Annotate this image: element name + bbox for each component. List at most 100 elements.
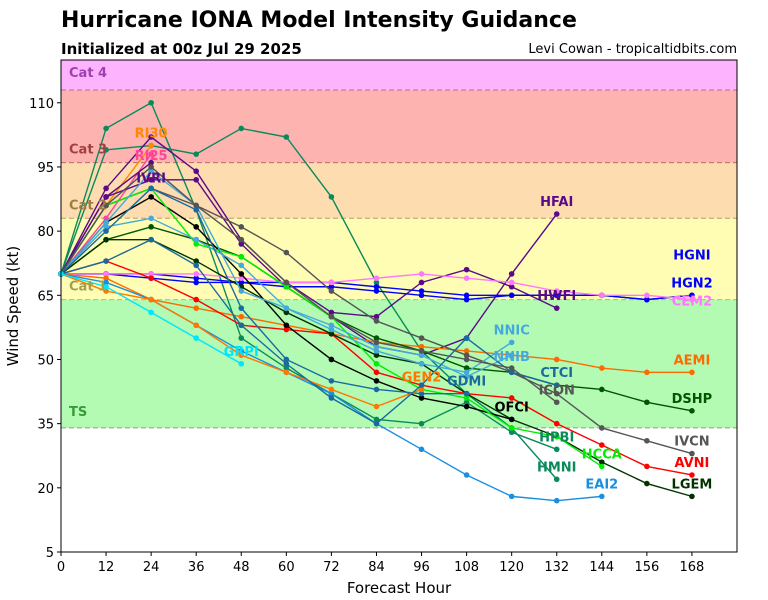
data-point-gen2	[283, 369, 290, 376]
series-label-aemi: AEMI	[674, 353, 711, 368]
plot-frame	[60, 59, 738, 553]
data-point-avni	[644, 463, 650, 470]
series-label-eai2: EAI2	[585, 477, 618, 492]
data-point-hwfi	[508, 283, 515, 290]
data-point-lgem	[283, 309, 290, 316]
data-point-avni	[508, 395, 515, 401]
data-point-nnib	[148, 168, 154, 175]
chart-title: Hurricane IONA Model Intensity Guidance	[61, 8, 577, 33]
data-point-gdmi	[103, 228, 109, 234]
series-label-avni: AVNI	[674, 456, 709, 471]
series-label-hfai: HFAI	[540, 195, 573, 210]
series-line-ctci	[60, 238, 557, 425]
data-point-dshp	[599, 386, 605, 393]
series-label-hgn2: HGN2	[671, 276, 712, 291]
data-point-nnic	[238, 262, 245, 269]
data-point-gdmi	[193, 206, 199, 213]
data-point-hgni	[508, 292, 515, 299]
series-label-gen2: GEN2	[402, 370, 441, 385]
data-point-cem2	[508, 279, 515, 286]
data-point-grpi	[193, 335, 199, 341]
x-tick-label: 144	[589, 560, 614, 575]
data-point-nnib	[373, 343, 380, 350]
data-point-ivcn	[689, 450, 695, 457]
data-point-hmni	[238, 125, 245, 132]
data-point-hfai	[238, 241, 245, 247]
data-point-aemi	[599, 365, 605, 371]
data-point-nnic	[463, 369, 470, 376]
data-point-cem2	[644, 292, 650, 299]
data-point-nnic	[508, 339, 515, 346]
data-point-dshp	[689, 408, 695, 414]
data-point-grpi	[148, 309, 154, 316]
data-point-hcca	[373, 360, 380, 367]
series-label-ivri: IVRI	[136, 172, 166, 187]
data-point-aemi	[418, 343, 425, 350]
data-point-grpi	[238, 360, 245, 367]
data-point-hfai	[553, 211, 560, 217]
data-point-icon	[508, 365, 515, 371]
data-point-hcca	[283, 283, 290, 290]
data-point-ctci	[148, 236, 154, 243]
data-point-gen2	[328, 386, 335, 393]
data-point-gdmi	[418, 390, 425, 397]
data-point-cem2	[148, 271, 154, 277]
band-label: Cat 2	[69, 198, 107, 213]
data-point-hmni	[373, 279, 380, 286]
data-point-ivcn	[553, 390, 560, 397]
series-label-cem2: CEM2	[672, 295, 712, 310]
data-point-icon	[283, 279, 290, 286]
data-point-ctci	[328, 395, 335, 401]
y-tick-label: 35	[37, 418, 54, 433]
y-tick-label: 50	[37, 353, 54, 368]
data-point-hpbi	[148, 99, 154, 106]
data-point-hpbi	[373, 416, 380, 423]
data-point-hmni	[328, 194, 335, 200]
series-label-grpi: GRPI	[224, 345, 259, 360]
x-tick-label: 84	[368, 560, 385, 575]
data-point-gen2	[193, 322, 199, 329]
data-point-gdmi	[373, 386, 380, 393]
data-point-gen2	[238, 352, 245, 359]
band-cat-1	[61, 218, 737, 300]
data-point-cem2	[103, 271, 109, 277]
x-tick-label: 132	[544, 560, 569, 575]
x-tick-label: 60	[278, 560, 295, 575]
data-point-ofci	[328, 356, 335, 363]
y-tick-label: 110	[29, 97, 54, 112]
data-point-avni	[553, 420, 560, 427]
data-point-eai2	[238, 348, 245, 354]
data-point-hmni	[553, 476, 560, 483]
data-point-nnic	[418, 360, 425, 367]
series-label-icon: ICON	[539, 383, 575, 398]
data-point-hmni	[283, 134, 290, 140]
data-point-icon	[373, 339, 380, 346]
band-label: Cat 1	[69, 280, 107, 295]
series-line-gdmi	[60, 187, 467, 395]
x-tick-label: 96	[413, 560, 430, 575]
series-label-hwfi: HWFI	[537, 289, 576, 304]
data-point-gdmi	[148, 185, 154, 192]
data-point-grpi	[103, 283, 109, 290]
data-point-dshp	[644, 399, 650, 406]
data-point-hcca	[193, 241, 199, 247]
data-point-lgem	[599, 459, 605, 465]
series-label-ofci: OFCI	[495, 400, 529, 415]
data-point-cem2	[418, 271, 425, 277]
data-point-hgni	[553, 292, 560, 299]
x-tick-label: 0	[57, 560, 65, 575]
data-point-hfai	[193, 176, 199, 183]
data-point-eai2	[103, 279, 109, 286]
data-point-ivcn	[463, 352, 470, 359]
band-label: Cat 4	[69, 66, 107, 81]
data-point-ivcn	[644, 437, 650, 444]
data-point-hpbi	[463, 399, 470, 406]
data-point-nnib	[103, 219, 109, 226]
data-point-gdmi	[283, 356, 290, 363]
data-point-hcca	[238, 253, 245, 260]
data-point-cem2	[193, 271, 199, 277]
data-point-eai2	[508, 493, 515, 500]
data-point-hwfi	[418, 279, 425, 286]
data-point-hpbi	[283, 365, 290, 371]
